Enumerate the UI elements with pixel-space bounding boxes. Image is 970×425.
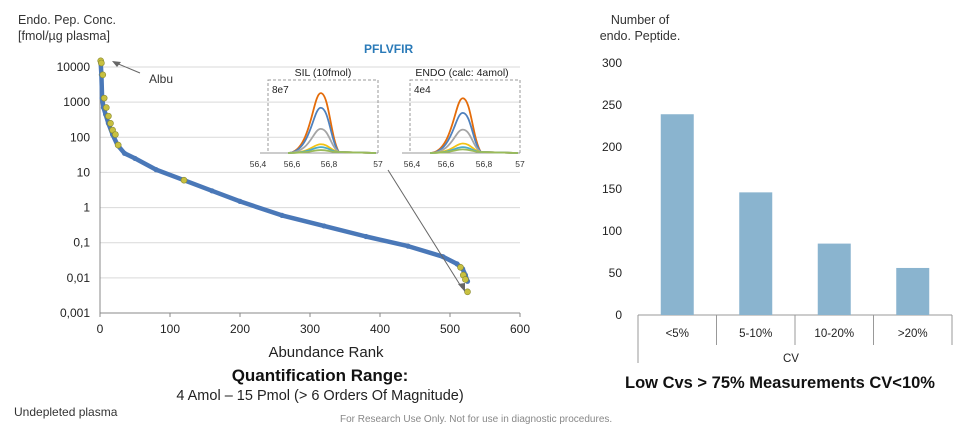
y-tick-label: 50 <box>609 266 623 280</box>
y-tick-label: 100 <box>602 224 622 238</box>
right-y-axis-label: Number of endo. Peptide. <box>580 12 700 44</box>
data-point <box>321 223 327 229</box>
category-label: >20% <box>898 328 928 340</box>
inset-tick-label: 56,8 <box>476 159 493 169</box>
y-tick-label: 200 <box>602 140 622 154</box>
cv-summary: Low Cvs > 75% Measurements CV<10% <box>625 374 935 392</box>
x-tick-label: 400 <box>370 322 390 336</box>
x-tick-label: 200 <box>230 322 250 336</box>
y-tick-label: 1000 <box>63 95 90 109</box>
inset-corner-label: 4e4 <box>414 85 431 96</box>
inset-tick-label: 57 <box>373 159 383 169</box>
highlighted-point <box>99 71 107 79</box>
y-tick-label: 100 <box>70 130 90 144</box>
x-axis-title: CV <box>783 353 799 365</box>
bar <box>660 114 694 316</box>
highlighted-point <box>100 94 108 102</box>
x-tick-label: 300 <box>300 322 320 336</box>
chromatogram-trace <box>429 128 519 154</box>
category-label: <5% <box>666 328 689 340</box>
bar <box>739 192 773 315</box>
inset-pointer-line <box>387 169 463 289</box>
x-tick-label: 100 <box>160 322 180 336</box>
y-tick-label: 0,01 <box>67 271 91 285</box>
data-point <box>121 150 128 156</box>
right-y-axis-label-line2: endo. Peptide. <box>599 29 681 43</box>
y-tick-label: 0,1 <box>73 236 90 250</box>
footer-note: For Research Use Only. Not for use in di… <box>340 414 613 425</box>
inset-pointer-head <box>458 283 465 292</box>
y-tick-label: 10 <box>77 165 91 179</box>
chromatogram-insets: SIL (10fmol) 8e7 56,4 56,6 56,8 57 ENDO (calc:… <box>250 67 525 169</box>
inset-tick-label: 57 <box>515 159 525 169</box>
y-tick-label: 0 <box>615 308 622 322</box>
chromatogram-trace <box>429 111 519 154</box>
data-point <box>153 167 159 173</box>
inset-tick-label: 56,6 <box>284 159 301 169</box>
x-tick-label: 600 <box>510 322 530 336</box>
quantification-range-subtitle: 4 Amol – 15 Pmol (> 6 Orders Of Magnitud… <box>176 388 464 404</box>
highlighted-point <box>464 288 471 296</box>
inset-title: ENDO (calc: 4amol) <box>415 67 508 79</box>
left-y-axis-label: Endo. Pep. Conc. [fmol/µg plasma] <box>18 12 116 44</box>
chromatogram-trace <box>429 148 519 154</box>
x-tick-label: 0 <box>97 322 104 336</box>
inset-tick-label: 56,6 <box>438 159 455 169</box>
chromatogram-trace <box>429 97 519 154</box>
data-point <box>209 188 215 194</box>
bar <box>896 267 930 315</box>
category-label: 5-10% <box>739 328 772 340</box>
category-label: 10-20% <box>814 328 854 340</box>
y-tick-label: 0,001 <box>60 306 90 320</box>
highlighted-point <box>462 276 469 283</box>
data-point <box>237 198 243 204</box>
peptide-name: PFLVFIR <box>364 42 414 56</box>
inset-corner-label: 8e7 <box>272 85 289 96</box>
highlighted-point <box>98 59 105 67</box>
highlighted-point <box>114 141 122 149</box>
data-point <box>132 155 138 162</box>
right-y-axis-label-line1: Number of <box>610 13 670 27</box>
y-tick-label: 10000 <box>57 60 91 74</box>
albu-arrow-head <box>112 61 121 67</box>
data-point <box>279 212 285 218</box>
highlighted-point <box>103 104 110 111</box>
inset-title: SIL (10fmol) <box>295 67 352 79</box>
x-axis-title: Abundance Rank <box>268 344 384 361</box>
y-tick-label: 300 <box>602 56 622 70</box>
y-tick-label: 1 <box>83 201 90 215</box>
abundance-rank-chart: 0,001 0,01 0,1 1 10 100 1000 10000 0 100 200 300 400… <box>57 57 530 361</box>
x-tick-label: 500 <box>440 322 460 336</box>
highlighted-point <box>180 176 188 184</box>
highlighted-point <box>105 112 112 120</box>
y-tick-label: 250 <box>602 98 622 112</box>
inset-tick-label: 56,8 <box>321 159 338 169</box>
y-tick-label: 150 <box>602 182 622 196</box>
left-y-axis-label-line2: [fmol/µg plasma] <box>18 29 110 43</box>
inset-tick-label: 56,4 <box>250 159 267 169</box>
inset-tick-label: 56,4 <box>404 159 421 169</box>
bar <box>817 243 851 315</box>
cv-bar-chart: 0 50 100 150 200 250 300 <5% 5-10% 10-20% >20% CV <box>602 56 953 365</box>
highlighted-point <box>107 120 114 127</box>
data-point <box>405 243 411 249</box>
left-y-axis-label-line1: Endo. Pep. Conc. <box>18 13 116 27</box>
chromatogram-trace <box>287 106 377 154</box>
chromatogram-trace <box>287 149 377 154</box>
quantification-range-title: Quantification Range: <box>231 366 409 385</box>
undepleted-plasma-label: Undepleted plasma <box>14 405 118 419</box>
albu-annotation: Albu <box>149 72 173 86</box>
data-point <box>363 233 369 240</box>
albu-arrow-line <box>115 62 141 74</box>
highlighted-point <box>112 131 119 138</box>
chromatogram-trace <box>287 128 377 154</box>
highlighted-point <box>457 263 464 271</box>
